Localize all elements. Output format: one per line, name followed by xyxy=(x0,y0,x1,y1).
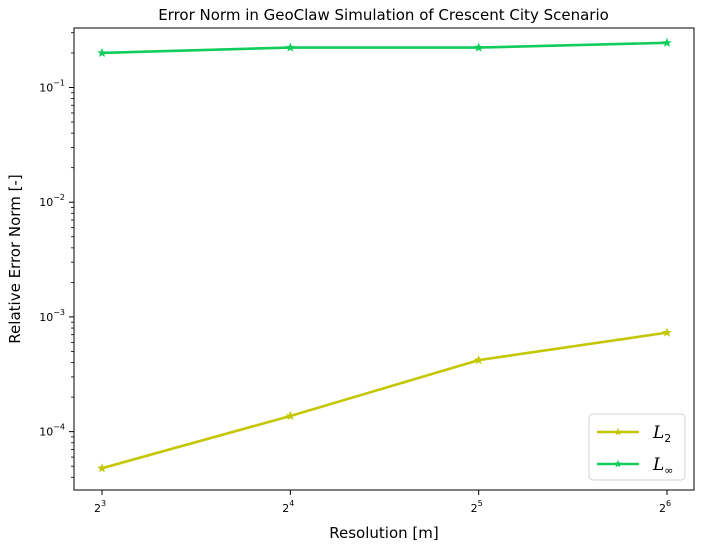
x-tick-base: 2 xyxy=(659,502,666,515)
legend-label-main: L xyxy=(652,423,664,443)
series-point xyxy=(473,355,484,365)
y-tick-label: 10−4 xyxy=(39,423,65,439)
series-layer xyxy=(97,37,672,473)
y-axis-label: Relative Error Norm [-] xyxy=(6,174,24,343)
x-tick-label: 23 xyxy=(94,499,106,515)
y-tick-label: 10−1 xyxy=(39,78,65,94)
y-tick-exponent: −3 xyxy=(53,308,65,317)
y-tick-base: 10 xyxy=(39,81,53,94)
x-tick-exponent: 6 xyxy=(666,499,671,508)
chart-title: Error Norm in GeoClaw Simulation of Cres… xyxy=(158,6,609,24)
series-point xyxy=(285,42,296,52)
y-tick-label: 10−2 xyxy=(39,193,65,209)
legend-label: L2 xyxy=(652,423,671,445)
x-axis-ticks: 23 24 25 26 xyxy=(94,490,671,515)
series-line xyxy=(101,331,668,470)
legend: L2L∞ xyxy=(588,413,686,481)
x-tick-base: 2 xyxy=(94,502,101,515)
series-point xyxy=(97,463,107,473)
legend-marker xyxy=(614,459,622,468)
series-line xyxy=(101,41,668,55)
series-point xyxy=(97,47,107,58)
y-tick-base: 10 xyxy=(39,311,53,324)
y-tick-base: 10 xyxy=(39,196,53,209)
x-axis-label: Resolution [m] xyxy=(329,524,438,542)
legend-label-subscript: 2 xyxy=(664,432,671,445)
plot-frame xyxy=(73,27,695,491)
series-2 xyxy=(97,37,672,58)
series-point xyxy=(662,327,672,337)
x-tick-base: 2 xyxy=(282,502,289,515)
series-point xyxy=(662,37,672,47)
y-tick-exponent: −2 xyxy=(53,193,65,202)
legend-label-main: L xyxy=(652,455,664,475)
series-1 xyxy=(97,327,672,473)
legend-label: L∞ xyxy=(652,455,673,477)
series-point xyxy=(473,42,484,52)
x-tick-label: 24 xyxy=(282,499,294,515)
legend-marker xyxy=(614,427,622,436)
y-axis-ticks: 10−110−210−310−4 xyxy=(39,78,74,439)
y-tick-base: 10 xyxy=(39,426,53,439)
x-tick-base: 2 xyxy=(471,502,478,515)
series-point xyxy=(285,410,296,421)
x-tick-label: 25 xyxy=(471,499,483,515)
x-tick-exponent: 4 xyxy=(289,499,294,508)
x-tick-exponent: 5 xyxy=(478,499,483,508)
legend-label-subscript: ∞ xyxy=(664,464,673,477)
y-tick-exponent: −1 xyxy=(53,78,65,87)
x-tick-exponent: 3 xyxy=(101,499,106,508)
y-minor-ticks xyxy=(71,32,74,478)
x-tick-label: 26 xyxy=(659,499,671,515)
y-tick-exponent: −4 xyxy=(53,423,65,432)
y-tick-label: 10−3 xyxy=(39,308,65,324)
